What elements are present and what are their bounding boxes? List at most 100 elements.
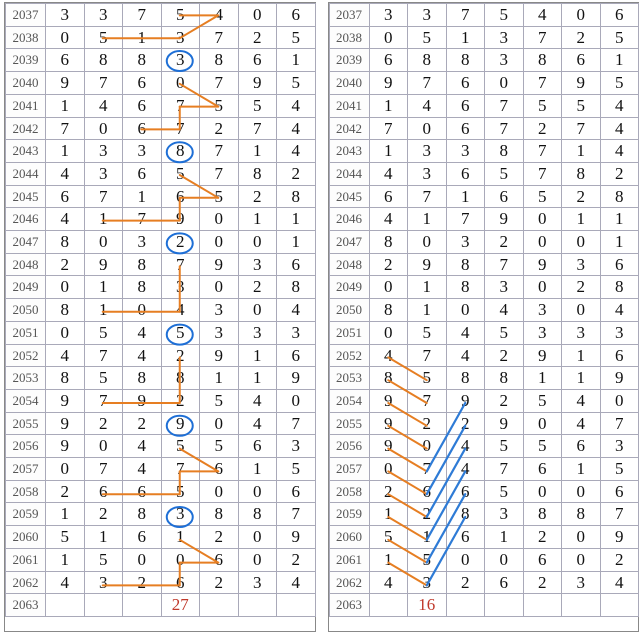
table-row: 20538588119 — [6, 367, 316, 390]
cell: 2 — [523, 117, 562, 140]
cell: 8 — [161, 367, 200, 390]
cell: 0 — [200, 480, 239, 503]
table-row: 20605161209 — [6, 526, 316, 549]
cell: 3 — [408, 571, 447, 594]
cell: 2 — [446, 412, 485, 435]
cell: 0 — [46, 26, 85, 49]
cell: 1 — [238, 140, 277, 163]
row-number: 2037 — [329, 4, 369, 27]
table-row: 20591283887 — [329, 503, 639, 526]
cell: 2 — [84, 503, 123, 526]
cell: 2 — [238, 276, 277, 299]
table-row: 20427067274 — [329, 117, 639, 140]
cell: 0 — [238, 526, 277, 549]
table-row: 20380513725 — [6, 26, 316, 49]
cell: 5 — [277, 458, 316, 481]
cell: 9 — [446, 389, 485, 412]
cell: 2 — [277, 162, 316, 185]
cell: 5 — [84, 26, 123, 49]
cell: 3 — [238, 571, 277, 594]
table-row: 20411467554 — [6, 94, 316, 117]
row-number: 2046 — [6, 208, 46, 231]
cell: 7 — [369, 117, 408, 140]
cell: 2 — [161, 231, 200, 254]
cell: 9 — [600, 367, 639, 390]
row-number: 2061 — [6, 548, 46, 571]
cell: 0 — [84, 117, 123, 140]
cell: 9 — [238, 72, 277, 95]
cell: 0 — [161, 72, 200, 95]
cell: 6 — [277, 4, 316, 27]
cell: 4 — [46, 344, 85, 367]
cell: 7 — [408, 389, 447, 412]
row-number: 2051 — [6, 321, 46, 344]
cell: 1 — [238, 367, 277, 390]
cell: 6 — [123, 526, 162, 549]
cell: 5 — [238, 94, 277, 117]
row-number: 2040 — [6, 72, 46, 95]
cell: 5 — [485, 435, 524, 458]
cell: 7 — [277, 412, 316, 435]
cell: 0 — [562, 480, 601, 503]
cell: 7 — [600, 412, 639, 435]
table-row: 20582665006 — [329, 480, 639, 503]
cell: 1 — [446, 26, 485, 49]
cell: 4 — [600, 94, 639, 117]
cell: 3 — [600, 321, 639, 344]
cell: 5 — [408, 548, 447, 571]
cell: 4 — [562, 412, 601, 435]
cell: 5 — [485, 321, 524, 344]
cell: 6 — [446, 94, 485, 117]
cell: 3 — [123, 231, 162, 254]
cell: 0 — [369, 276, 408, 299]
cell: 6 — [485, 185, 524, 208]
row-number: 2043 — [6, 140, 46, 163]
cell: 1 — [485, 526, 524, 549]
cell: 4 — [446, 321, 485, 344]
table-row: 20396883861 — [6, 49, 316, 72]
cell: 3 — [277, 435, 316, 458]
cell: 3 — [84, 162, 123, 185]
table-row: 20482987936 — [6, 253, 316, 276]
cell: 8 — [277, 185, 316, 208]
row-number: 2057 — [329, 458, 369, 481]
row-number: 2045 — [6, 185, 46, 208]
cell: 8 — [562, 503, 601, 526]
cell: 0 — [161, 548, 200, 571]
table-row: 20570747615 — [329, 458, 639, 481]
cell: 9 — [369, 389, 408, 412]
cell: 5 — [562, 94, 601, 117]
cell: 3 — [369, 4, 408, 27]
cell: 2 — [46, 480, 85, 503]
cell — [277, 594, 316, 617]
cell: 2 — [562, 26, 601, 49]
cell: 4 — [600, 140, 639, 163]
cell: 3 — [408, 162, 447, 185]
cell: 8 — [369, 367, 408, 390]
cell: 16 — [408, 594, 447, 617]
cell: 1 — [238, 208, 277, 231]
cell: 3 — [161, 49, 200, 72]
cell — [46, 594, 85, 617]
right-table-block: 2037337540620380513725203968838612040976… — [328, 2, 640, 632]
cell: 1 — [523, 367, 562, 390]
cell: 3 — [523, 299, 562, 322]
cell: 7 — [523, 140, 562, 163]
cell: 3 — [562, 253, 601, 276]
cell — [200, 594, 239, 617]
cell: 2 — [562, 185, 601, 208]
table-row: 20490183028 — [329, 276, 639, 299]
cell: 6 — [123, 480, 162, 503]
cell: 2 — [123, 571, 162, 594]
cell: 6 — [123, 162, 162, 185]
cell: 3 — [123, 140, 162, 163]
table-row: 20431338714 — [329, 140, 639, 163]
cell: 9 — [408, 253, 447, 276]
cell: 5 — [161, 4, 200, 27]
cell: 6 — [84, 480, 123, 503]
cell: 1 — [562, 344, 601, 367]
cell: 9 — [161, 412, 200, 435]
cell: 5 — [200, 94, 239, 117]
cell: 4 — [277, 299, 316, 322]
cell: 8 — [369, 231, 408, 254]
